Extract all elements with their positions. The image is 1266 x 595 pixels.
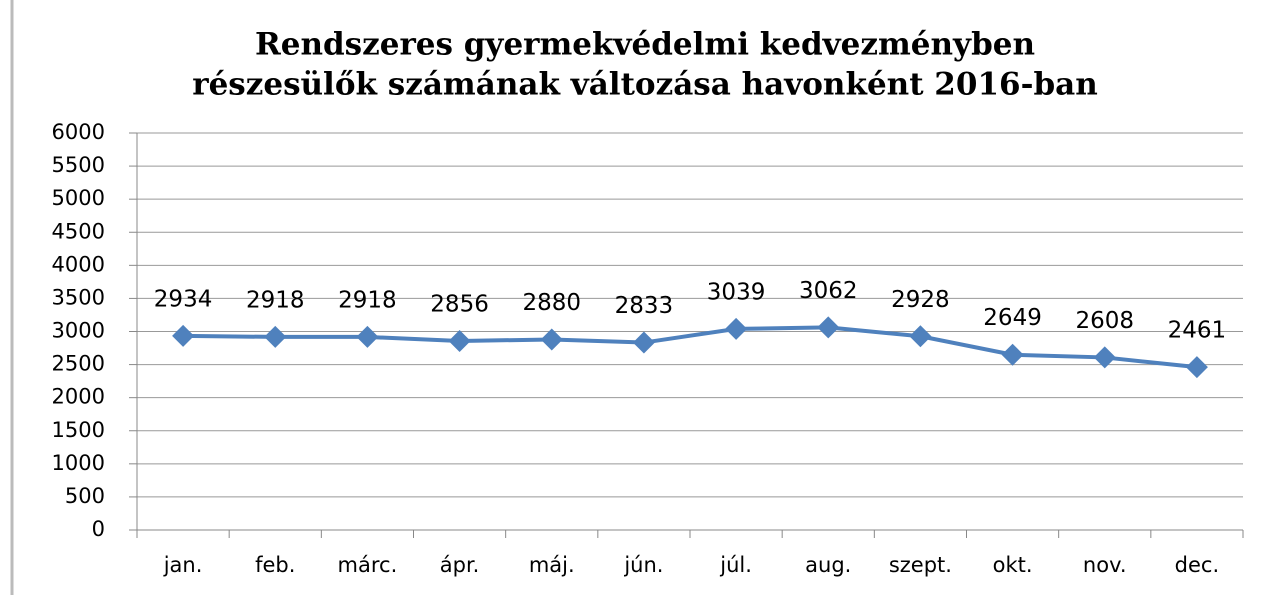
chart-title: részesülők számának változása havonként … [192, 67, 1098, 103]
chart-title: Rendszeres gyermekvédelmi kedvezményben [255, 27, 1035, 63]
x-tick-label: jan. [163, 553, 203, 577]
data-label: 2856 [430, 292, 489, 318]
y-tick-label: 4000 [52, 252, 105, 276]
point-marker [1001, 343, 1024, 366]
point-marker [356, 325, 379, 348]
y-tick-label: 500 [65, 484, 105, 508]
point-marker [817, 316, 840, 339]
point-marker [540, 328, 563, 351]
data-label: 3062 [799, 278, 858, 304]
data-label: 2608 [1075, 308, 1134, 334]
y-tick-label: 1500 [52, 418, 105, 442]
data-label: 2649 [983, 305, 1042, 331]
y-tick-label: 4500 [52, 219, 105, 243]
x-tick-label: júl. [719, 553, 752, 577]
data-label: 2928 [891, 287, 950, 313]
point-marker [1093, 346, 1116, 369]
data-label: 2833 [615, 293, 674, 319]
point-marker [909, 325, 932, 348]
point-marker [264, 325, 287, 348]
x-tick-label: nov. [1083, 553, 1127, 577]
x-tick-label: okt. [993, 553, 1033, 577]
y-tick-label: 5000 [52, 186, 105, 210]
data-label: 2934 [154, 286, 213, 312]
x-tick-label: máj. [529, 553, 575, 577]
x-tick-label: szept. [889, 553, 952, 577]
x-tick-label: dec. [1175, 553, 1219, 577]
point-marker [172, 324, 195, 347]
x-tick-label: jún. [623, 553, 663, 577]
x-tick-label: márc. [338, 553, 398, 577]
x-tick-label: feb. [255, 553, 295, 577]
point-marker [632, 331, 655, 354]
data-label: 2918 [338, 287, 397, 313]
point-marker [725, 317, 748, 340]
data-label: 2461 [1168, 318, 1227, 344]
point-marker [1185, 356, 1208, 379]
y-tick-label: 2000 [52, 385, 105, 409]
point-marker [448, 330, 471, 353]
y-tick-label: 3500 [52, 285, 105, 309]
data-label: 2880 [522, 290, 581, 316]
x-tick-label: ápr. [440, 553, 480, 577]
y-tick-label: 0 [92, 517, 105, 541]
y-tick-label: 3000 [52, 319, 105, 343]
y-tick-label: 6000 [52, 120, 105, 144]
y-tick-label: 2500 [52, 352, 105, 376]
y-tick-label: 5500 [52, 153, 105, 177]
y-tick-label: 1000 [52, 451, 105, 475]
series-line [183, 325, 1198, 370]
data-label: 3039 [707, 279, 766, 305]
x-tick-label: aug. [805, 553, 851, 577]
data-label: 2918 [246, 287, 305, 313]
